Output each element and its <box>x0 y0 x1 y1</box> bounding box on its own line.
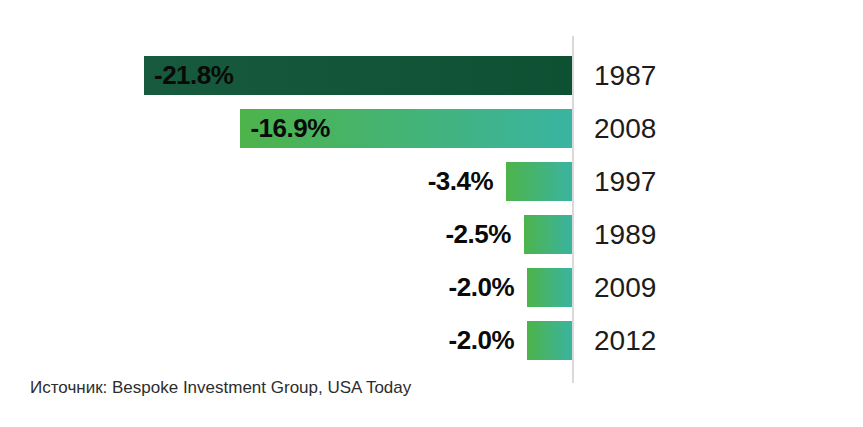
bar-row-2012: -2.0% 2012 <box>0 321 863 360</box>
bar-2012 <box>527 321 573 360</box>
value-label-2009: -2.0% <box>449 268 514 307</box>
bar-1989 <box>524 215 573 254</box>
source-caption: Источник: Bespoke Investment Group, USA … <box>30 378 411 398</box>
value-label-1997: -3.4% <box>428 162 493 201</box>
value-label-1987: -21.8% <box>154 56 233 95</box>
year-label-1997: 1997 <box>594 162 656 201</box>
bar-1997 <box>506 162 573 201</box>
year-label-1987: 1987 <box>594 56 656 95</box>
baseline-axis <box>572 36 574 383</box>
bar-row-1987: -21.8% 1987 <box>0 56 863 95</box>
bar-row-2009: -2.0% 2009 <box>0 268 863 307</box>
year-label-2009: 2009 <box>594 268 656 307</box>
value-label-2012: -2.0% <box>449 321 514 360</box>
year-label-2008: 2008 <box>594 109 656 148</box>
bar-2009 <box>527 268 573 307</box>
bar-row-1989: -2.5% 1989 <box>0 215 863 254</box>
bar-row-2008: -16.9% 2008 <box>0 109 863 148</box>
market-drops-bar-chart: -21.8% 1987 -16.9% 2008 -3.4% 1997 -2.5%… <box>0 0 863 427</box>
bar-rows: -21.8% 1987 -16.9% 2008 -3.4% 1997 -2.5%… <box>0 56 863 374</box>
year-label-1989: 1989 <box>594 215 656 254</box>
bar-row-1997: -3.4% 1997 <box>0 162 863 201</box>
year-label-2012: 2012 <box>594 321 656 360</box>
value-label-2008: -16.9% <box>250 109 329 148</box>
value-label-1989: -2.5% <box>445 215 510 254</box>
